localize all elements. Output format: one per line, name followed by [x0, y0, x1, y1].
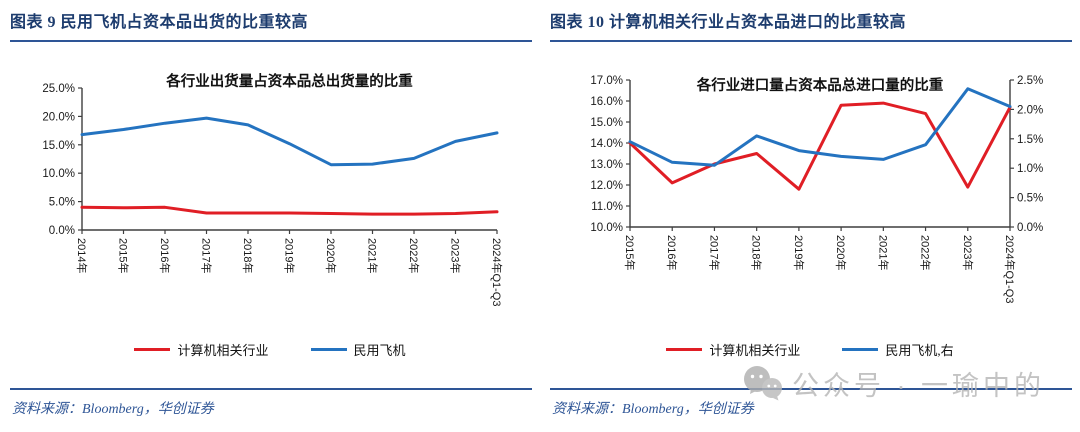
legend-swatch-computer-related-industries — [666, 348, 703, 351]
legend-label-civil-aircraft: 民用飞机 — [353, 343, 406, 358]
right-y-tick-label: 0.5% — [1017, 193, 1043, 205]
left-y-tick-label: 16.0% — [590, 96, 623, 108]
right-chart-title: 各行业进口量占资本品总进口量的比重 — [696, 78, 944, 94]
x-tick-label: 2022年 — [919, 235, 933, 270]
left-y-tick-label: 20.0% — [42, 111, 75, 123]
left-y-tick-label: 10.0% — [590, 222, 623, 234]
x-tick-label: 2021年 — [366, 238, 380, 273]
x-tick-label: 2020年 — [324, 238, 338, 273]
figure-10-top-rule — [550, 40, 1072, 42]
legend-label-civil-aircraft-right-axis: 民用飞机,右 — [885, 343, 954, 358]
legend-swatch-computer-related-industries — [134, 348, 171, 351]
figure-9-header: 图表 9 民用飞机占资本品出货的比重较高 — [10, 14, 309, 31]
legend-swatch-civil-aircraft — [310, 348, 347, 351]
shipments-share-line-chart: 0.0% 5.0% 10.0% 15.0% 20.0% 25.0% 2014年 2015年 20… — [42, 83, 504, 306]
left-chart-title: 各行业出货量占资本品总出货量的比重 — [166, 74, 413, 90]
figure-9-top-rule — [10, 40, 532, 42]
legend-item-civil-aircraft-right-axis: 民用飞机,右 — [842, 340, 954, 359]
right-y-tick-label: 0.0% — [1017, 222, 1043, 234]
line-civil-aircraft — [80, 116, 499, 167]
left-y-tick-label: 14.0% — [590, 138, 623, 150]
left-y-tick-label: 15.0% — [42, 140, 75, 152]
x-tick-label: 2016年 — [665, 235, 679, 270]
figure-9-bottom-rule — [10, 388, 532, 390]
x-tick-label: 2024年Q1-Q3 — [490, 238, 504, 306]
imports-share-line-chart: 10.0% 11.0% 12.0% 13.0% 14.0% 15.0% 16.0% 17.0%… — [590, 75, 1043, 303]
x-tick-label: 2016年 — [158, 238, 172, 273]
figure-9-source: 资料来源：Bloomberg，华创证券 — [12, 402, 214, 417]
right-y-tick-label: 1.5% — [1017, 134, 1043, 146]
legend-label-computer-related-industries: 计算机相关行业 — [177, 343, 269, 358]
x-tick-label: 2015年 — [623, 235, 637, 270]
left-y-tick-label: 5.0% — [49, 197, 75, 209]
line-computer-related-industries — [628, 101, 1012, 191]
x-tick-label: 2017年 — [200, 238, 214, 273]
left-y-tick-label: 25.0% — [42, 83, 75, 95]
line-civil-aircraft-right-axis — [628, 87, 1012, 167]
left-y-tick-label: 10.0% — [42, 168, 75, 180]
left-y-tick-label: 0.0% — [49, 225, 75, 237]
x-tick-label: 2022年 — [407, 238, 421, 273]
legend-item-computer-related-industries: 计算机相关行业 — [666, 340, 800, 359]
x-tick-label: 2014年 — [75, 238, 89, 273]
line-computer-related-industries — [80, 205, 499, 216]
x-tick-label: 2024年Q1-Q3 — [1003, 235, 1017, 303]
right-chart-legend: 计算机相关行业 民用飞机,右 — [540, 340, 1080, 359]
x-tick-label: 2021年 — [876, 235, 890, 270]
left-chart-legend: 计算机相关行业 民用飞机 — [0, 340, 540, 359]
x-tick-label: 2023年 — [961, 235, 975, 270]
wechat-watermark: 公众号 · 一瑜中的 — [742, 364, 1045, 403]
right-y-tick-label: 2.5% — [1017, 75, 1043, 87]
watermark-text: 公众号 · 一瑜中的 — [792, 371, 1045, 401]
x-tick-label: 2023年 — [449, 238, 463, 273]
x-tick-label: 2019年 — [283, 238, 297, 273]
legend-swatch-civil-aircraft-right-axis — [842, 348, 879, 351]
x-tick-label: 2019年 — [792, 235, 806, 270]
left-y-tick-label: 12.0% — [590, 180, 623, 192]
legend-label-computer-related-industries: 计算机相关行业 — [709, 343, 801, 358]
right-y-tick-label: 2.0% — [1017, 104, 1043, 116]
left-y-tick-label: 11.0% — [591, 201, 623, 213]
legend-item-civil-aircraft: 民用飞机 — [310, 340, 406, 359]
legend-item-computer-related-industries: 计算机相关行业 — [134, 340, 269, 359]
left-y-tick-label: 17.0% — [590, 75, 623, 87]
figure-10-source: 资料来源：Bloomberg，华创证券 — [552, 402, 754, 417]
figure-10-bottom-rule — [550, 388, 1072, 390]
wechat-icon — [742, 365, 784, 403]
left-y-tick-label: 15.0% — [590, 117, 623, 129]
right-y-tick-label: 1.0% — [1017, 163, 1043, 175]
x-tick-label: 2017年 — [707, 235, 721, 270]
x-tick-label: 2015年 — [117, 238, 131, 273]
figure-10-header: 图表 10 计算机相关行业占资本品进口的比重较高 — [550, 14, 907, 31]
x-tick-label: 2020年 — [834, 235, 848, 270]
x-tick-label: 2018年 — [241, 238, 255, 273]
x-tick-label: 2018年 — [750, 235, 764, 270]
left-y-tick-label: 13.0% — [590, 159, 623, 171]
